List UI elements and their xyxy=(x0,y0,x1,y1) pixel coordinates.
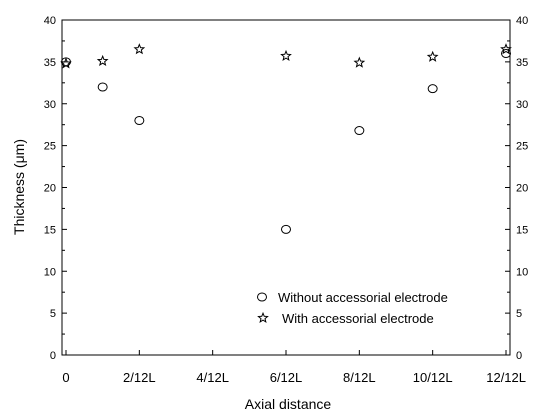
data-point-series-1 xyxy=(353,56,366,68)
y-tick-label-right: 5 xyxy=(516,308,522,320)
x-tick-label: 0 xyxy=(62,370,69,385)
x-tick-label: 4/12L xyxy=(196,370,229,385)
y-tick-label-right: 35 xyxy=(516,57,528,69)
legend-marker-with xyxy=(257,311,269,323)
y-tick-label-left: 0 xyxy=(50,350,56,362)
data-point-series-1 xyxy=(133,43,146,55)
y-tick-label-right: 0 xyxy=(516,350,522,362)
legend: Without accessorial electrode With acces… xyxy=(257,290,448,326)
y-axis-label: Thickness (μm) xyxy=(11,139,27,235)
y-tick-label-right: 25 xyxy=(516,141,528,153)
y-tick-label-left: 20 xyxy=(44,183,56,195)
y-tick-label-right: 30 xyxy=(516,99,528,111)
legend-marker-star xyxy=(257,311,269,323)
x-tick-label: 6/12L xyxy=(270,370,303,385)
data-point-series-0 xyxy=(97,82,108,92)
legend-marker-without xyxy=(257,292,267,302)
y-tick-label-left: 5 xyxy=(50,308,56,320)
y-tick-label-left: 30 xyxy=(44,99,56,111)
data-point-series-1 xyxy=(500,43,512,55)
y-tick-label-left: 35 xyxy=(44,57,56,69)
data-point-series-0 xyxy=(354,126,365,136)
x-tick-label: 10/12L xyxy=(413,370,453,385)
x-axis-label: Axial distance xyxy=(245,396,332,412)
y-tick-label-left: 40 xyxy=(44,15,56,27)
legend-label-without: Without accessorial electrode xyxy=(278,290,448,305)
x-tick-label: 8/12L xyxy=(343,370,376,385)
y-tick-label-right: 20 xyxy=(516,183,528,195)
y-tick-label-right: 10 xyxy=(516,266,528,278)
data-point-series-1 xyxy=(280,49,292,61)
data-point-series-1 xyxy=(60,57,72,69)
y-tick-label-right: 40 xyxy=(516,15,528,27)
data-point-series-0 xyxy=(281,224,291,234)
data-point-series-1 xyxy=(96,54,109,67)
data-point-series-0 xyxy=(134,116,145,125)
y-tick-label-left: 15 xyxy=(44,224,56,236)
data-point-series-0 xyxy=(427,84,438,94)
y-tick-label-right: 15 xyxy=(516,224,528,236)
y-tick-label-left: 25 xyxy=(44,141,56,153)
data-points xyxy=(60,43,512,234)
x-tick-label: 2/12L xyxy=(123,370,156,385)
x-tick-label: 12/12L xyxy=(486,370,526,385)
y-tick-label-left: 10 xyxy=(44,266,56,278)
legend-label-with: With accessorial electrode xyxy=(282,311,434,326)
data-point-series-1 xyxy=(426,50,439,62)
legend-marker-circle xyxy=(257,292,267,302)
data-point-series-0 xyxy=(501,49,511,58)
